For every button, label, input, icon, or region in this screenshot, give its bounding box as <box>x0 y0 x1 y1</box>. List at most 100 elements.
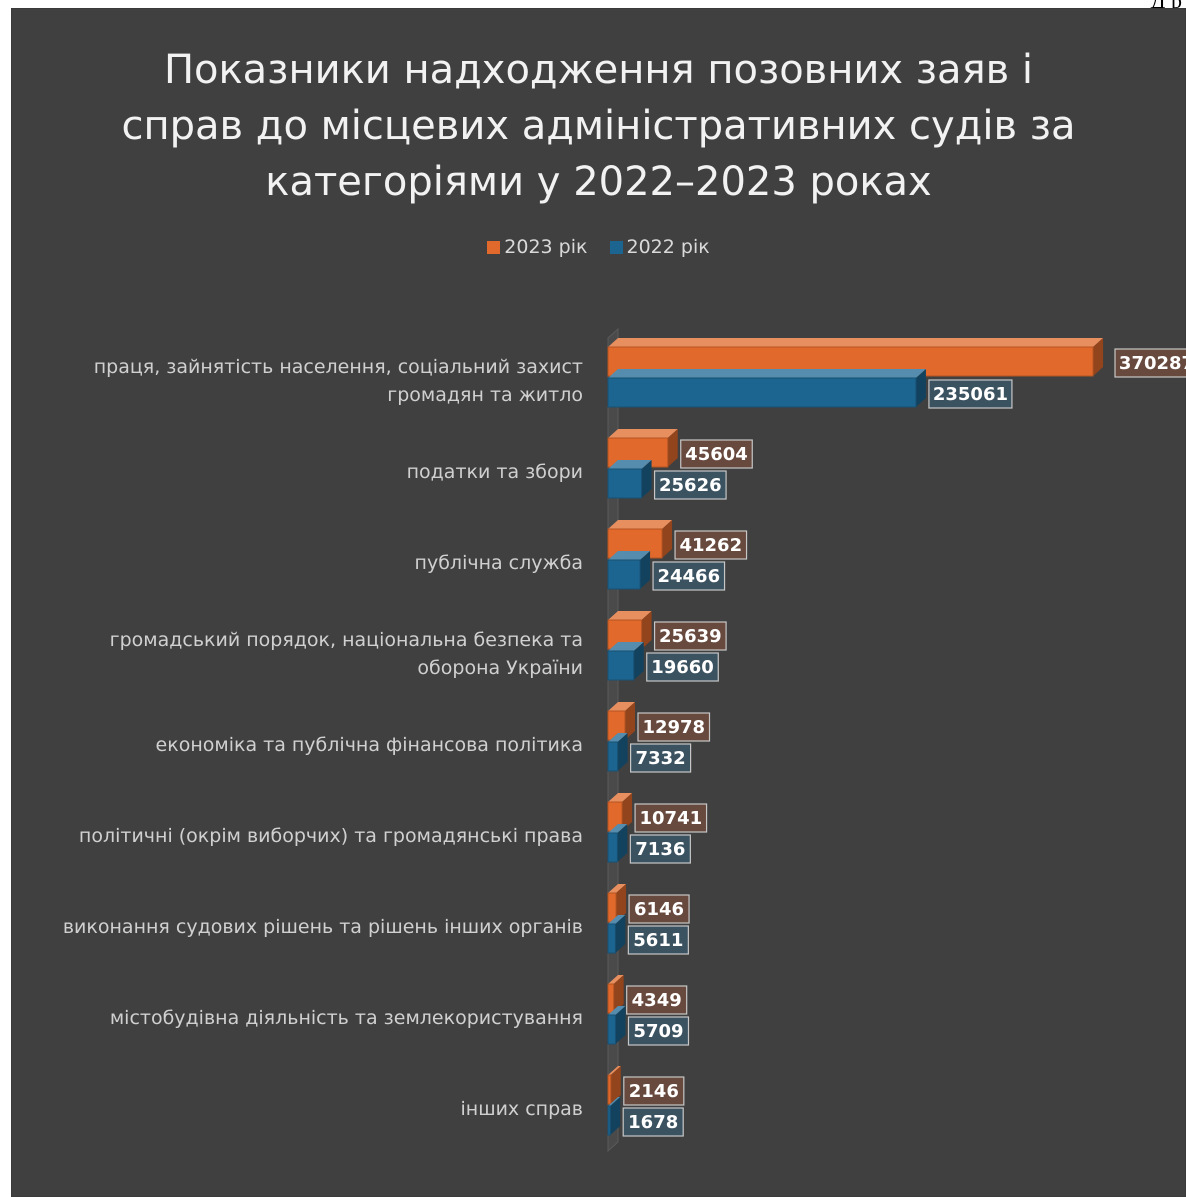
bar-side <box>633 642 644 680</box>
data-label-box <box>928 379 1013 409</box>
bar-top <box>608 369 926 378</box>
category-label: громадський порядок, національна безпека… <box>110 629 583 651</box>
bar <box>607 650 635 681</box>
data-label: 235061 <box>933 384 1008 405</box>
bar-side <box>615 915 626 953</box>
data-label: 25626 <box>659 475 722 496</box>
bar-top <box>608 793 633 802</box>
category-label: громадян та житло <box>387 384 583 406</box>
bar <box>607 1014 616 1045</box>
data-label: 6146 <box>634 899 684 920</box>
data-label-box <box>630 743 692 773</box>
data-label-box <box>680 439 753 469</box>
data-label-box <box>628 894 690 924</box>
bar-side <box>915 369 926 407</box>
bar-top <box>608 915 626 924</box>
bar <box>607 923 616 954</box>
chart-title-line: справ до місцевих адміністративних судів… <box>121 103 1076 149</box>
data-label: 7332 <box>636 748 686 769</box>
data-label-box <box>653 470 727 500</box>
data-label: 370287 <box>1119 353 1186 374</box>
bar-top <box>608 702 636 711</box>
bar-top <box>608 611 652 620</box>
bar <box>607 832 618 863</box>
category-label: політичні (окрім виборчих) та громадянсь… <box>79 825 583 847</box>
data-label: 2146 <box>629 1081 679 1102</box>
category-label: економіка та публічна фінансова політика <box>156 734 583 756</box>
bar-side <box>641 460 652 498</box>
bar <box>607 377 917 408</box>
category-label: оборона України <box>417 657 583 679</box>
data-label: 7136 <box>635 839 685 860</box>
category-label: публічна служба <box>415 552 583 574</box>
data-label-box <box>622 1107 684 1137</box>
bar-side <box>615 1006 626 1044</box>
bar-side <box>610 1097 621 1135</box>
data-label: 24466 <box>657 566 720 587</box>
bar-top <box>608 460 652 469</box>
data-label: 25639 <box>659 626 722 647</box>
data-label-box <box>653 621 727 651</box>
bar-top <box>608 1066 621 1075</box>
data-label: 12978 <box>642 717 705 738</box>
chart-title-line: категоріями у 2022–2023 роках <box>265 159 932 205</box>
bar-side <box>617 824 628 862</box>
bar-side <box>1093 338 1104 376</box>
data-label-box <box>627 1016 690 1046</box>
bar-top <box>608 429 678 438</box>
data-label: 10741 <box>640 808 703 829</box>
bar-side <box>610 1066 621 1104</box>
bar <box>607 1074 612 1105</box>
data-label-box <box>627 925 689 955</box>
bar-side <box>667 429 678 467</box>
bar-top <box>608 1097 621 1106</box>
category-label: інших справ <box>461 1098 584 1120</box>
bar-side <box>625 702 636 740</box>
data-label-box <box>623 1076 685 1106</box>
bar <box>607 892 617 923</box>
category-label: містобудівна діяльність та землекористув… <box>110 1007 583 1029</box>
data-label-box <box>674 530 748 560</box>
bar-chart: праця, зайнятість населення, соціальний … <box>63 327 1186 1153</box>
data-label: 4349 <box>632 990 682 1011</box>
bar-top <box>608 642 644 651</box>
bar-top <box>608 338 1104 347</box>
bar-top <box>608 551 651 560</box>
chart-panel: Показники надходження позовних заяв і сп… <box>11 8 1186 1197</box>
bar <box>607 983 615 1014</box>
bar <box>607 559 641 590</box>
category-label: податки та збори <box>407 461 583 483</box>
legend-label-2022: 2022 рік <box>626 236 710 258</box>
legend-item-2023: 2023 рік <box>487 236 588 258</box>
bar-side <box>622 793 633 831</box>
bar-side <box>617 733 628 771</box>
data-label: 19660 <box>651 657 714 678</box>
bar <box>607 741 619 772</box>
legend-swatch-2023 <box>487 240 501 254</box>
bar <box>607 468 643 499</box>
chart-title: Показники надходження позовних заяв і сп… <box>11 42 1186 210</box>
legend-swatch-2022 <box>609 240 623 254</box>
bar-top <box>608 1006 626 1015</box>
legend-item-2022: 2022 рік <box>609 236 710 258</box>
data-label-box <box>646 652 719 682</box>
data-label: 5709 <box>633 1021 683 1042</box>
data-label: 41262 <box>679 535 742 556</box>
bar-top <box>608 733 628 742</box>
bar-side <box>616 884 627 922</box>
data-label-box <box>637 712 711 742</box>
data-label-box <box>626 985 688 1015</box>
bar-top <box>608 520 673 529</box>
bar-side <box>613 975 624 1013</box>
data-label: 45604 <box>685 444 748 465</box>
data-label-box <box>1114 348 1186 378</box>
bar-side <box>641 611 652 649</box>
data-label: 5611 <box>633 930 683 951</box>
bar-top <box>608 884 627 893</box>
legend-label-2023: 2023 рік <box>504 236 588 258</box>
bar-top <box>608 975 624 984</box>
data-label: 1678 <box>628 1112 678 1133</box>
bar-top <box>608 824 628 833</box>
data-label-box <box>652 561 726 591</box>
data-label-box <box>634 803 708 833</box>
